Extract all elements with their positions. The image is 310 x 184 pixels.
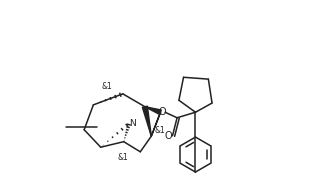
Text: &1: &1	[102, 82, 113, 91]
Text: N: N	[129, 119, 136, 128]
Polygon shape	[142, 106, 151, 136]
Text: &1: &1	[118, 153, 129, 162]
Text: O: O	[165, 131, 172, 141]
Polygon shape	[151, 112, 161, 136]
Text: &1: &1	[155, 126, 165, 135]
Text: O: O	[159, 107, 166, 117]
Polygon shape	[145, 107, 161, 114]
